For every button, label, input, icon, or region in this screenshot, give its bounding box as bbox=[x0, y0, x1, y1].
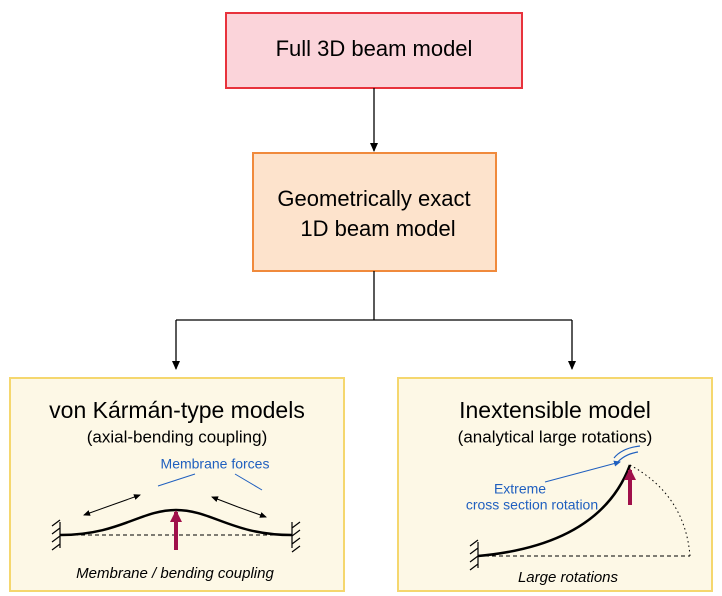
box bbox=[9, 377, 345, 592]
box-subtitle: (analytical large rotations) bbox=[458, 427, 653, 446]
node-label: Geometrically exact bbox=[277, 186, 470, 211]
annotation: cross section rotation bbox=[466, 497, 598, 513]
caption: Large rotations bbox=[518, 569, 619, 586]
node-label: Full 3D beam model bbox=[276, 36, 473, 61]
box bbox=[252, 152, 497, 272]
node-label: 1D beam model bbox=[300, 216, 455, 241]
annotation: Membrane forces bbox=[161, 456, 270, 472]
beam-figure bbox=[469, 445, 691, 571]
beam-figure bbox=[51, 494, 301, 553]
caption: Membrane / bending coupling bbox=[76, 565, 274, 582]
box-title: Inextensible model bbox=[459, 397, 651, 423]
pointer bbox=[544, 460, 621, 483]
pointer bbox=[157, 473, 263, 491]
connector bbox=[176, 271, 572, 321]
box-subtitle: (axial-bending coupling) bbox=[87, 427, 268, 446]
box bbox=[225, 12, 523, 89]
annotation: Extreme bbox=[494, 481, 546, 497]
box-title: von Kármán-type models bbox=[49, 397, 305, 423]
